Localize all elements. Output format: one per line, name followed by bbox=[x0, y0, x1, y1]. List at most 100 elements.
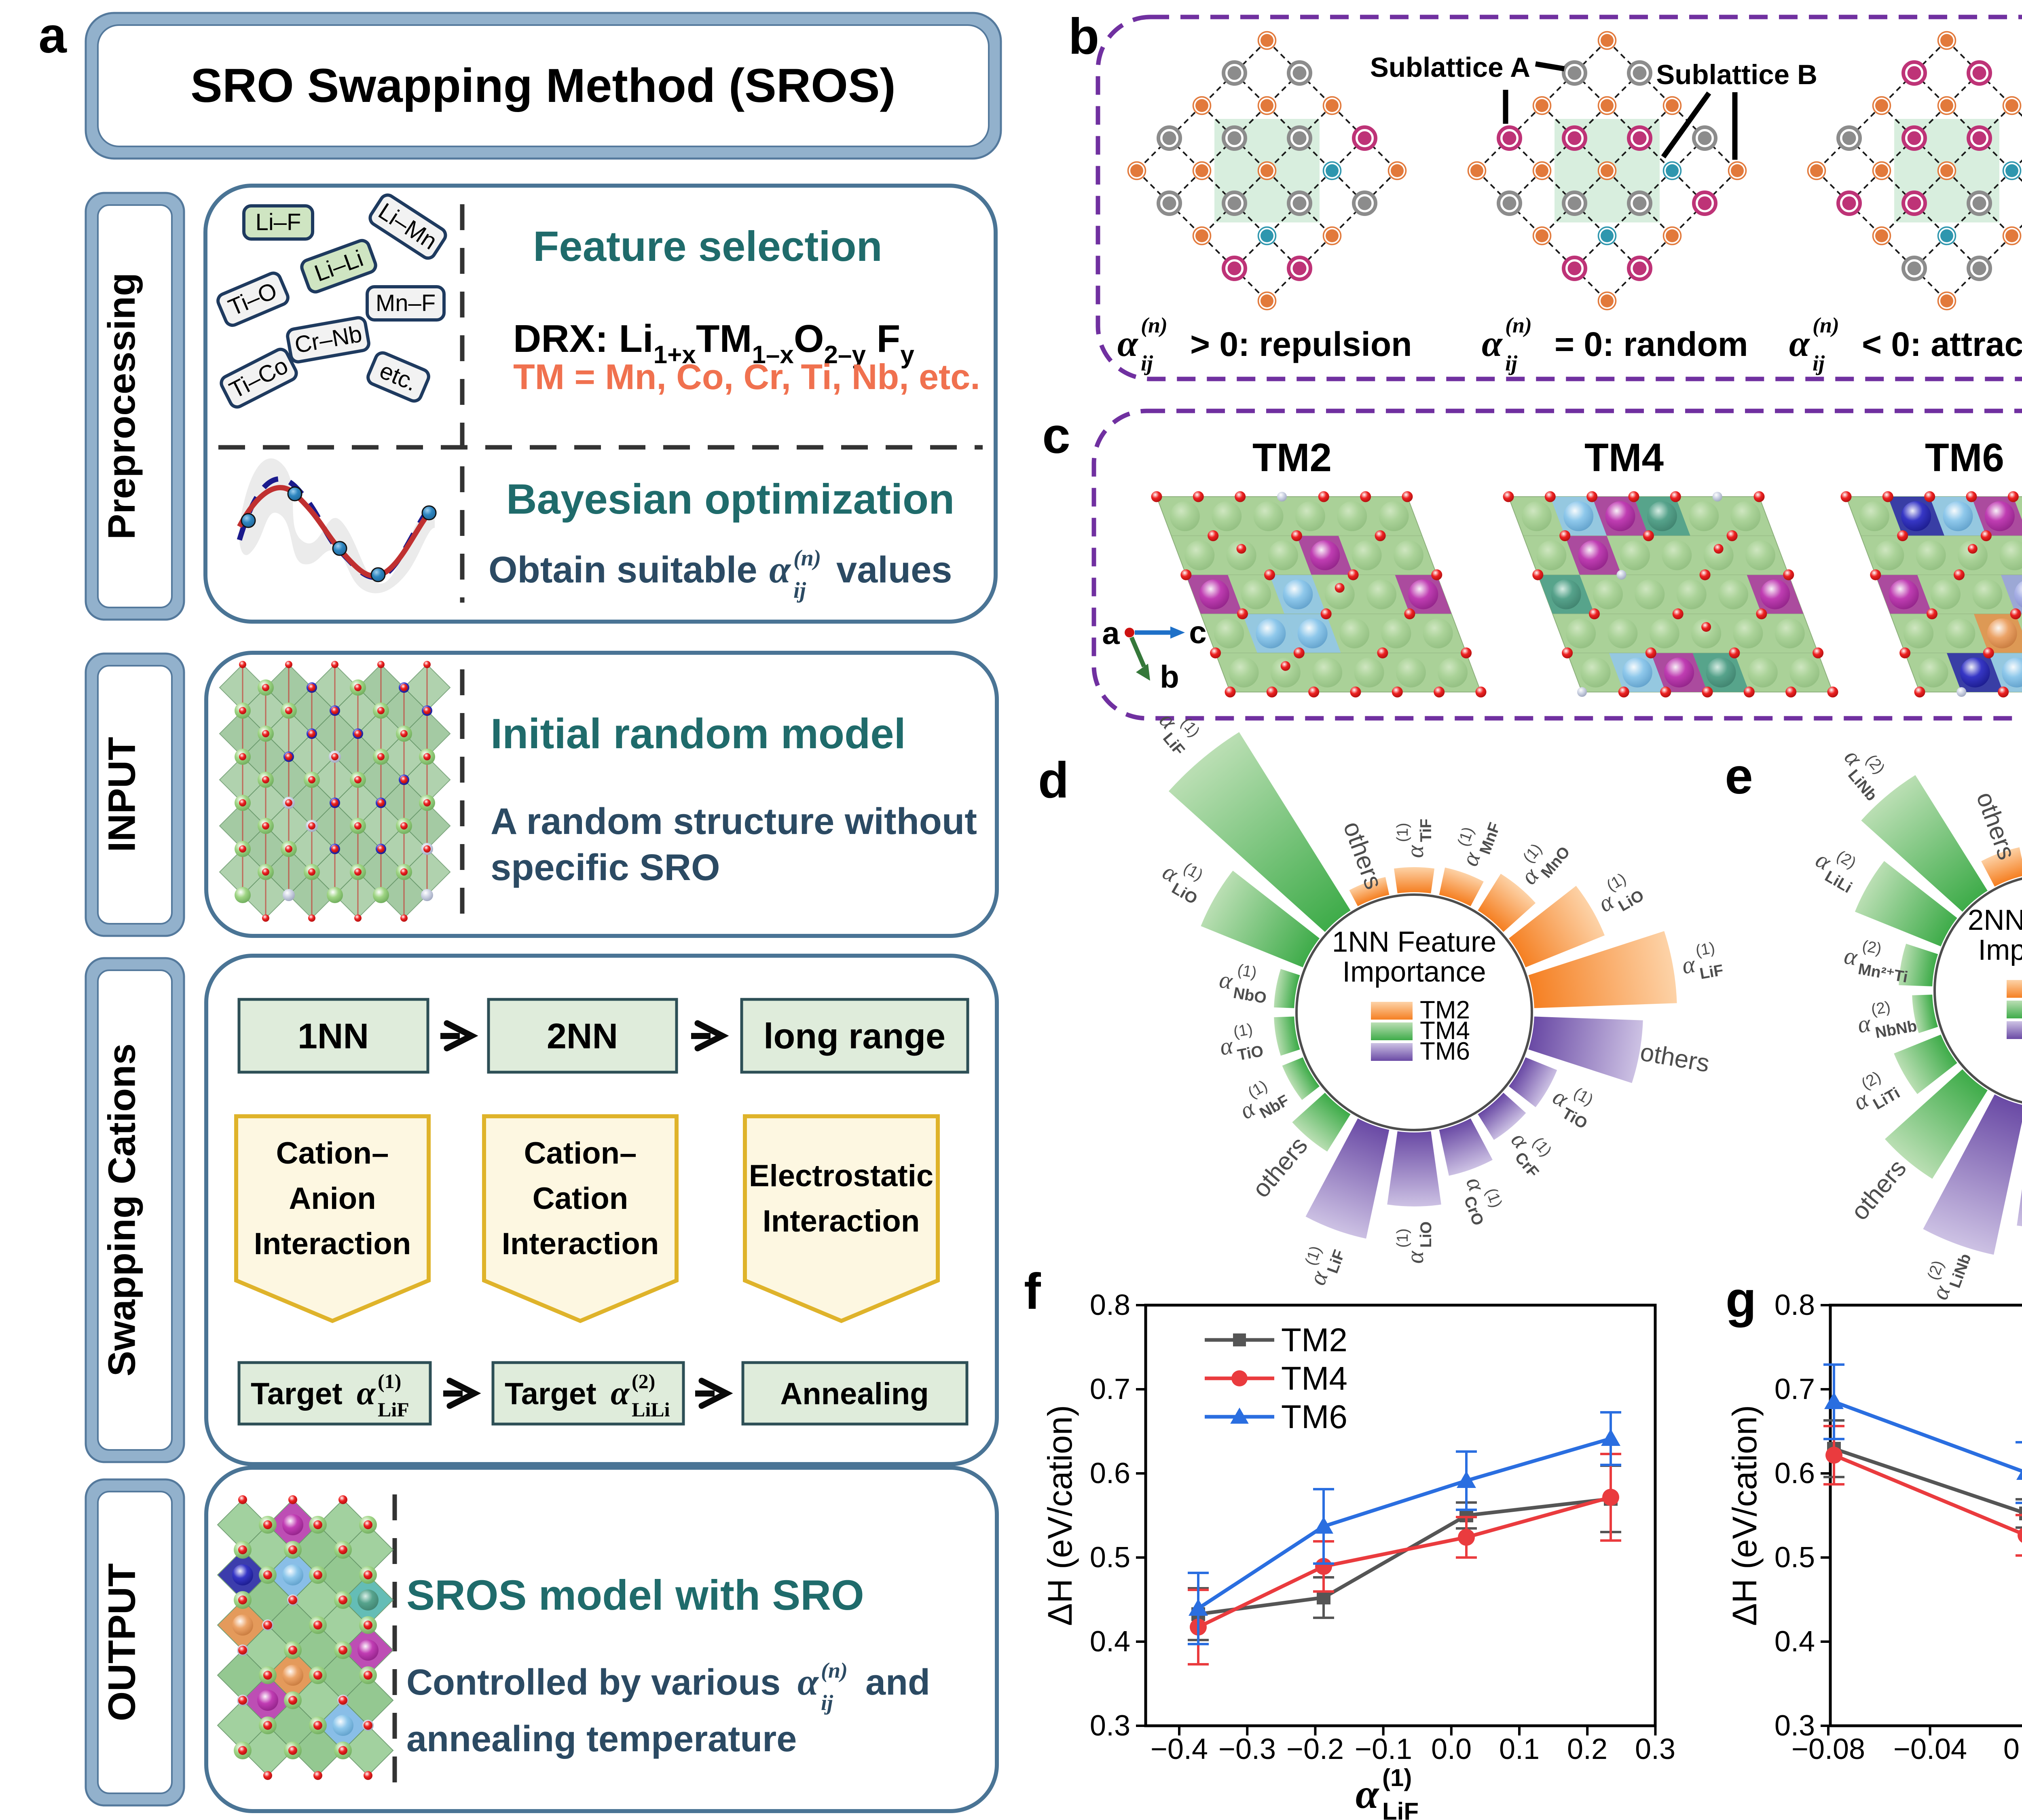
svg-text:LiLi: LiLi bbox=[632, 1398, 670, 1421]
svg-text:1NN: 1NN bbox=[298, 1016, 369, 1056]
svg-text:A random structure without: A random structure without bbox=[491, 801, 977, 842]
svg-text:−0.1: −0.1 bbox=[1355, 1733, 1412, 1765]
svg-text:d: d bbox=[1038, 752, 1069, 808]
svg-text:0.4: 0.4 bbox=[1775, 1625, 1815, 1658]
svg-text:Anion: Anion bbox=[289, 1181, 376, 1216]
svg-text:0.3: 0.3 bbox=[1775, 1710, 1815, 1742]
svg-text:Target: Target bbox=[251, 1377, 343, 1411]
svg-text:a: a bbox=[38, 7, 67, 63]
svg-text:b: b bbox=[1160, 659, 1179, 694]
svg-text:Importance: Importance bbox=[1342, 956, 1486, 988]
svg-text:TM2: TM2 bbox=[1420, 996, 1470, 1024]
svg-text:b: b bbox=[1068, 8, 1099, 65]
svg-text:Mn–F: Mn–F bbox=[376, 290, 436, 316]
svg-text:ij: ij bbox=[1141, 351, 1153, 375]
svg-text:LiF: LiF bbox=[1698, 961, 1725, 983]
svg-text:−0.04: −0.04 bbox=[1893, 1733, 1967, 1765]
svg-text:= 0: random: = 0: random bbox=[1555, 325, 1748, 363]
svg-text:TM = Mn, Co, Cr, Ti, Nb, etc.: TM = Mn, Co, Cr, Ti, Nb, etc. bbox=[513, 357, 980, 397]
svg-text:0.8: 0.8 bbox=[1090, 1289, 1130, 1321]
svg-text:< 0: attraction: < 0: attraction bbox=[1862, 325, 2022, 363]
svg-text:Annealing: Annealing bbox=[780, 1377, 929, 1411]
svg-text:(n): (n) bbox=[1141, 313, 1168, 337]
svg-text:LiF: LiF bbox=[1382, 1798, 1419, 1820]
svg-text:Initial random model: Initial random model bbox=[491, 710, 906, 758]
svg-text:SROS model with SRO: SROS model with SRO bbox=[406, 1572, 864, 1619]
svg-text:(1): (1) bbox=[1694, 939, 1716, 960]
svg-text:long range: long range bbox=[764, 1016, 945, 1056]
svg-text:(n): (n) bbox=[821, 1658, 848, 1682]
svg-text:(1): (1) bbox=[1382, 1764, 1412, 1791]
svg-text:α: α bbox=[1789, 323, 1810, 364]
svg-text:0.6: 0.6 bbox=[1775, 1457, 1815, 1490]
svg-text:e: e bbox=[1725, 748, 1753, 804]
svg-text:SRO Swapping Method (SROS): SRO Swapping Method (SROS) bbox=[190, 59, 896, 112]
svg-text:0.7: 0.7 bbox=[1090, 1373, 1130, 1405]
svg-text:α: α bbox=[1482, 323, 1503, 364]
svg-text:TiF: TiF bbox=[1417, 819, 1435, 842]
svg-text:Interaction: Interaction bbox=[502, 1227, 659, 1261]
svg-text:specific SRO: specific SRO bbox=[491, 847, 720, 888]
svg-text:Cation–: Cation– bbox=[276, 1136, 389, 1170]
svg-text:TM6: TM6 bbox=[1925, 435, 2004, 480]
svg-text:TM2: TM2 bbox=[1281, 1322, 1347, 1359]
svg-text:f: f bbox=[1024, 1263, 1041, 1320]
svg-text:Bayesian optimization: Bayesian optimization bbox=[506, 476, 955, 523]
svg-text:TM4: TM4 bbox=[1281, 1360, 1347, 1397]
svg-text:−0.4: −0.4 bbox=[1151, 1733, 1208, 1765]
svg-text:Obtain suitable: Obtain suitable bbox=[489, 549, 757, 590]
svg-text:(1): (1) bbox=[1232, 1020, 1254, 1041]
svg-text:values: values bbox=[836, 549, 952, 590]
svg-text:0.00: 0.00 bbox=[2003, 1733, 2022, 1765]
svg-text:ij: ij bbox=[821, 1691, 833, 1715]
svg-text:Sublattice A: Sublattice A bbox=[1370, 52, 1530, 83]
svg-text:TM4: TM4 bbox=[1584, 435, 1664, 480]
svg-text:(2): (2) bbox=[632, 1370, 655, 1393]
svg-text:Target: Target bbox=[505, 1377, 596, 1411]
svg-text:α: α bbox=[357, 1374, 376, 1412]
svg-text:Controlled by various: Controlled by various bbox=[406, 1662, 780, 1703]
svg-text:α: α bbox=[1356, 1771, 1379, 1817]
svg-text:(2): (2) bbox=[1870, 998, 1892, 1019]
svg-text:ij: ij bbox=[1813, 351, 1825, 375]
svg-text:α: α bbox=[611, 1374, 630, 1412]
svg-text:0.6: 0.6 bbox=[1090, 1457, 1130, 1490]
svg-text:(1): (1) bbox=[378, 1370, 401, 1393]
svg-text:2NN: 2NN bbox=[547, 1016, 618, 1056]
svg-text:(n): (n) bbox=[793, 546, 821, 571]
svg-text:and: and bbox=[865, 1662, 930, 1703]
svg-text:a: a bbox=[1102, 615, 1120, 651]
svg-text:α: α bbox=[769, 548, 791, 591]
svg-text:ij: ij bbox=[793, 578, 806, 603]
svg-text:0.7: 0.7 bbox=[1775, 1373, 1815, 1405]
svg-text:TM4: TM4 bbox=[1420, 1017, 1470, 1045]
svg-text:Cation–: Cation– bbox=[524, 1136, 637, 1170]
svg-text:Importance: Importance bbox=[1978, 934, 2022, 966]
svg-text:0.0: 0.0 bbox=[1431, 1733, 1472, 1765]
svg-text:Interaction: Interaction bbox=[254, 1227, 411, 1261]
svg-text:0.2: 0.2 bbox=[1567, 1733, 1607, 1765]
svg-text:(n): (n) bbox=[1813, 313, 1839, 337]
svg-text:0.8: 0.8 bbox=[1775, 1289, 1815, 1321]
svg-text:INPUT: INPUT bbox=[101, 737, 144, 852]
svg-text:0.4: 0.4 bbox=[1090, 1625, 1130, 1658]
svg-text:Swapping Cations: Swapping Cations bbox=[101, 1043, 144, 1376]
svg-text:(2): (2) bbox=[1861, 937, 1883, 958]
svg-text:0.1: 0.1 bbox=[1499, 1733, 1540, 1765]
svg-text:Electrostatic: Electrostatic bbox=[749, 1159, 933, 1193]
svg-text:(n): (n) bbox=[1505, 313, 1532, 337]
svg-text:> 0: repulsion: > 0: repulsion bbox=[1190, 325, 1412, 363]
svg-text:Feature selection: Feature selection bbox=[533, 223, 882, 270]
svg-text:(1): (1) bbox=[1236, 961, 1258, 982]
svg-text:1NN Feature: 1NN Feature bbox=[1332, 926, 1496, 958]
svg-text:ΔH (eV/cation): ΔH (eV/cation) bbox=[1726, 1405, 1764, 1626]
svg-text:Li–F: Li–F bbox=[256, 209, 301, 235]
svg-text:−0.08: −0.08 bbox=[1791, 1733, 1865, 1765]
svg-text:α: α bbox=[1402, 1251, 1428, 1264]
svg-text:DRX: Li1+xTM1–xO2–y Fy: DRX: Li1+xTM1–xO2–y Fy bbox=[513, 317, 914, 369]
svg-text:0.3: 0.3 bbox=[1090, 1710, 1130, 1742]
svg-text:2NN Feature: 2NN Feature bbox=[1968, 904, 2022, 936]
svg-text:(1): (1) bbox=[1394, 823, 1411, 842]
svg-text:(1): (1) bbox=[1394, 1228, 1411, 1248]
svg-text:Preprocessing: Preprocessing bbox=[100, 273, 143, 540]
